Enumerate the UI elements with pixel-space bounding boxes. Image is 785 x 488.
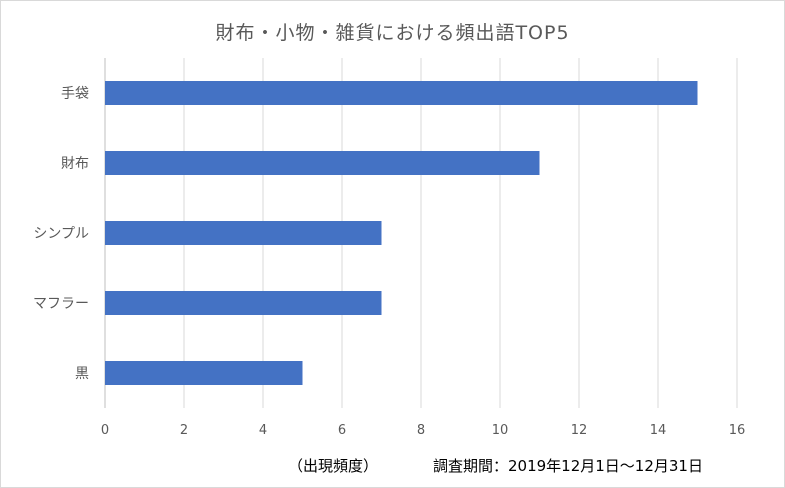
category-label: 黒: [75, 366, 89, 382]
x-tick-label: 6: [338, 423, 346, 438]
x-tick-label: 2: [180, 423, 188, 438]
survey-period: 調査期間：2019年12月1日〜12月31日: [433, 457, 703, 475]
bars: [105, 81, 698, 385]
x-tick-label: 4: [259, 423, 267, 438]
category-label: 財布: [61, 156, 89, 172]
bar: [105, 291, 382, 315]
bar: [105, 81, 698, 105]
x-tick-labels: 0 2 4 6 8 10 12 14 16: [101, 423, 745, 438]
x-tick-label: 14: [650, 423, 667, 438]
category-label: 手袋: [61, 86, 89, 102]
chart-title: 財布・小物・雑貨における頻出語TOP5: [215, 22, 570, 44]
bar: [105, 221, 382, 245]
x-axis-label: （出現頻度）: [288, 457, 379, 475]
x-tick-label: 12: [571, 423, 588, 438]
x-tick-label: 8: [417, 423, 425, 438]
x-tick-label: 0: [101, 423, 109, 438]
category-label: シンプル: [33, 226, 89, 242]
bar: [105, 151, 540, 175]
bar: [105, 361, 303, 385]
x-tick-label: 10: [492, 423, 509, 438]
category-label: マフラー: [33, 296, 89, 312]
x-tick-label: 16: [729, 423, 746, 438]
